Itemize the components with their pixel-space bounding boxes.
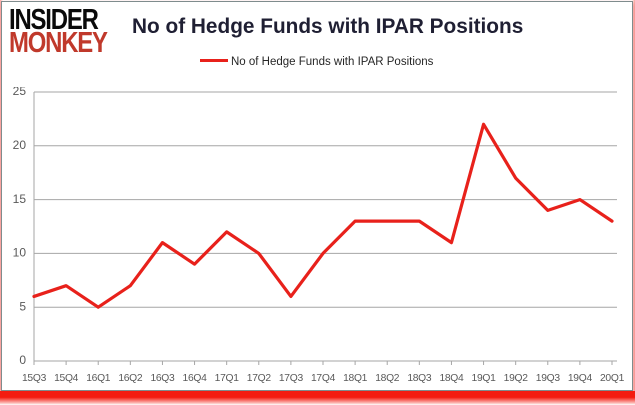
svg-text:19Q4: 19Q4 bbox=[568, 373, 593, 384]
svg-text:17Q1: 17Q1 bbox=[215, 373, 240, 384]
svg-text:10: 10 bbox=[13, 246, 27, 260]
svg-text:19Q2: 19Q2 bbox=[504, 373, 529, 384]
svg-text:19Q1: 19Q1 bbox=[472, 373, 497, 384]
svg-text:18Q2: 18Q2 bbox=[375, 373, 400, 384]
svg-text:20: 20 bbox=[13, 138, 27, 152]
svg-text:25: 25 bbox=[13, 87, 27, 98]
svg-text:16Q2: 16Q2 bbox=[118, 373, 143, 384]
svg-text:18Q1: 18Q1 bbox=[343, 373, 368, 384]
svg-text:20Q1: 20Q1 bbox=[600, 373, 625, 384]
svg-text:16Q4: 16Q4 bbox=[183, 373, 208, 384]
svg-text:17Q3: 17Q3 bbox=[279, 373, 304, 384]
svg-text:18Q3: 18Q3 bbox=[407, 373, 432, 384]
svg-text:15Q3: 15Q3 bbox=[22, 373, 47, 384]
svg-text:15: 15 bbox=[13, 192, 27, 206]
svg-text:15Q4: 15Q4 bbox=[54, 373, 79, 384]
svg-text:18Q4: 18Q4 bbox=[439, 373, 464, 384]
svg-text:16Q1: 16Q1 bbox=[86, 373, 111, 384]
svg-text:17Q2: 17Q2 bbox=[247, 373, 272, 384]
svg-text:19Q3: 19Q3 bbox=[536, 373, 561, 384]
svg-text:0: 0 bbox=[19, 353, 26, 367]
svg-text:5: 5 bbox=[19, 299, 26, 313]
svg-text:17Q4: 17Q4 bbox=[311, 373, 336, 384]
svg-text:16Q3: 16Q3 bbox=[150, 373, 175, 384]
